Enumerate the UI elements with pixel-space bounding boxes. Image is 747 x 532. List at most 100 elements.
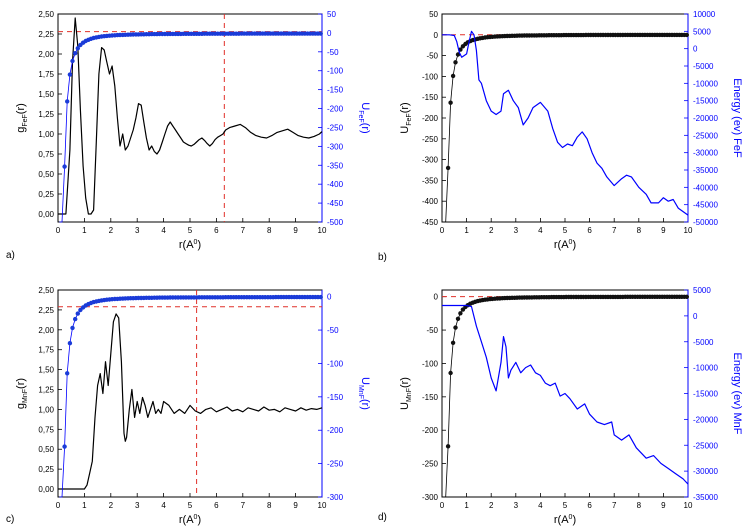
y-right-tick-label: -30000 — [693, 149, 718, 158]
data-point-right — [75, 311, 81, 316]
chart-panel-d: 0 1 2 3 4 5 6 7 8 9 10 0 -50 -100 -150 -200 -250 -300 5000… — [378, 286, 743, 526]
panel-label: c) — [6, 514, 14, 525]
x-tick-label: 2 — [109, 226, 114, 235]
data-point-right — [67, 341, 73, 346]
data-point-left — [455, 52, 461, 57]
x-tick-label: 9 — [293, 501, 298, 510]
data-point-left — [448, 370, 453, 376]
x-tick-label: 1 — [464, 226, 469, 235]
y-right-tick-label: -50000 — [693, 218, 718, 227]
y-left-tick-label: -250 — [422, 460, 439, 469]
x-tick-label: 10 — [318, 226, 327, 235]
x-tick-label: 6 — [587, 226, 592, 235]
y-right-tick-label: -20000 — [693, 114, 718, 123]
data-point-right — [62, 444, 67, 449]
y-right-tick-label: -200 — [327, 105, 344, 114]
x-tick-label: 3 — [514, 226, 519, 235]
data-point-left — [455, 316, 461, 321]
chart-panel-b: 0 1 2 3 4 5 6 7 8 9 10 50 0 -50 -100 -150 -200 -250 -300 -3… — [378, 10, 743, 263]
x-axis-label: r(A0) — [554, 239, 576, 251]
y-right-tick-label: -250 — [327, 123, 344, 132]
y-left-tick-label: 2,00 — [38, 326, 54, 335]
y-right-tick-label: 0 — [327, 29, 332, 38]
panel-label: d) — [378, 512, 387, 523]
x-tick-label: 5 — [188, 226, 193, 235]
y-left-tick-label: 2,25 — [38, 30, 54, 39]
data-point-left — [453, 325, 458, 330]
series-line-right — [442, 304, 689, 485]
y-left-tick-label: 1,75 — [38, 70, 54, 79]
y-left-tick-label: 50 — [429, 10, 438, 19]
y-left-tick-label: -400 — [422, 197, 439, 206]
y-right-tick-label: -15000 — [693, 390, 718, 399]
y-left-tick-label: -150 — [422, 93, 439, 102]
data-point-left — [445, 444, 451, 449]
y-right-tick-label: -5000 — [693, 62, 714, 71]
y-left-tick-label: 0,25 — [38, 190, 54, 199]
data-point-right — [62, 164, 67, 169]
data-point-right — [65, 99, 70, 104]
y-right-axis-label: UFeF(r) — [357, 102, 371, 133]
y-right-tick-label: -100 — [327, 67, 344, 76]
y-right-tick-label: -50 — [327, 48, 339, 57]
x-tick-label: 3 — [135, 226, 140, 235]
y-left-tick-label: -50 — [426, 326, 438, 335]
y-right-tick-label: -350 — [327, 161, 344, 170]
x-tick-label: 5 — [563, 226, 568, 235]
y-right-tick-label: 5000 — [693, 286, 711, 295]
y-right-tick-label: -5000 — [693, 338, 714, 347]
y-left-tick-label: -450 — [422, 218, 439, 227]
x-tick-label: 2 — [489, 226, 494, 235]
x-tick-label: 9 — [661, 501, 666, 510]
data-point-right — [70, 325, 75, 331]
y-left-tick-label: 1,25 — [38, 110, 54, 119]
x-axis-label: r(A0) — [554, 514, 576, 526]
x-axis-label: r(A0) — [179, 239, 201, 251]
data-point-right — [65, 371, 70, 376]
y-left-tick-label: -200 — [422, 114, 439, 123]
y-right-tick-label: -35000 — [693, 493, 718, 502]
y-right-tick-label: 0 — [327, 293, 332, 302]
x-tick-label: 8 — [267, 501, 272, 510]
y-right-tick-label: -25000 — [693, 131, 718, 140]
x-tick-label: 3 — [514, 501, 519, 510]
y-left-tick-label: -250 — [422, 135, 439, 144]
y-right-tick-label: 50 — [327, 10, 336, 19]
y-left-tick-label: -150 — [422, 393, 439, 402]
data-point-left — [450, 340, 456, 345]
y-right-tick-label: -10000 — [693, 79, 718, 88]
x-tick-label: 6 — [587, 501, 592, 510]
x-tick-label: 0 — [56, 501, 61, 510]
y-right-tick-label: -450 — [327, 199, 344, 208]
data-point-left — [684, 32, 689, 38]
y-left-tick-label: 2,50 — [38, 286, 54, 295]
x-tick-label: 7 — [612, 226, 617, 235]
y-left-tick-label: 0,50 — [38, 445, 54, 454]
x-tick-label: 10 — [684, 501, 693, 510]
x-tick-label: 8 — [637, 226, 642, 235]
y-right-tick-label: -200 — [327, 426, 344, 435]
x-tick-label: 8 — [637, 501, 642, 510]
y-left-tick-label: -100 — [422, 72, 439, 81]
y-left-axis-label: UFeF(r) — [399, 102, 413, 133]
x-tick-label: 4 — [538, 226, 543, 235]
panel-label: b) — [378, 252, 387, 263]
data-point-right — [70, 58, 75, 64]
y-left-tick-label: 0 — [434, 293, 439, 302]
x-tick-label: 1 — [464, 501, 469, 510]
y-right-tick-label: 0 — [693, 312, 698, 321]
y-left-tick-label: 2,50 — [38, 10, 54, 19]
x-tick-label: 0 — [440, 501, 445, 510]
y-right-axis-label: Energy (ev) FeF — [731, 78, 743, 158]
y-right-axis-label: Energy (ev) MnF — [731, 353, 743, 435]
y-right-tick-label: -40000 — [693, 183, 718, 192]
data-point-right — [318, 31, 323, 36]
x-tick-label: 10 — [318, 501, 327, 510]
y-left-tick-label: 1,50 — [38, 366, 54, 375]
y-right-tick-label: -45000 — [693, 201, 718, 210]
series-line-left — [58, 313, 323, 490]
y-right-tick-label: -15000 — [693, 97, 718, 106]
data-point-right — [73, 316, 78, 322]
data-point-left — [445, 165, 451, 171]
y-right-tick-label: -30000 — [693, 467, 718, 476]
